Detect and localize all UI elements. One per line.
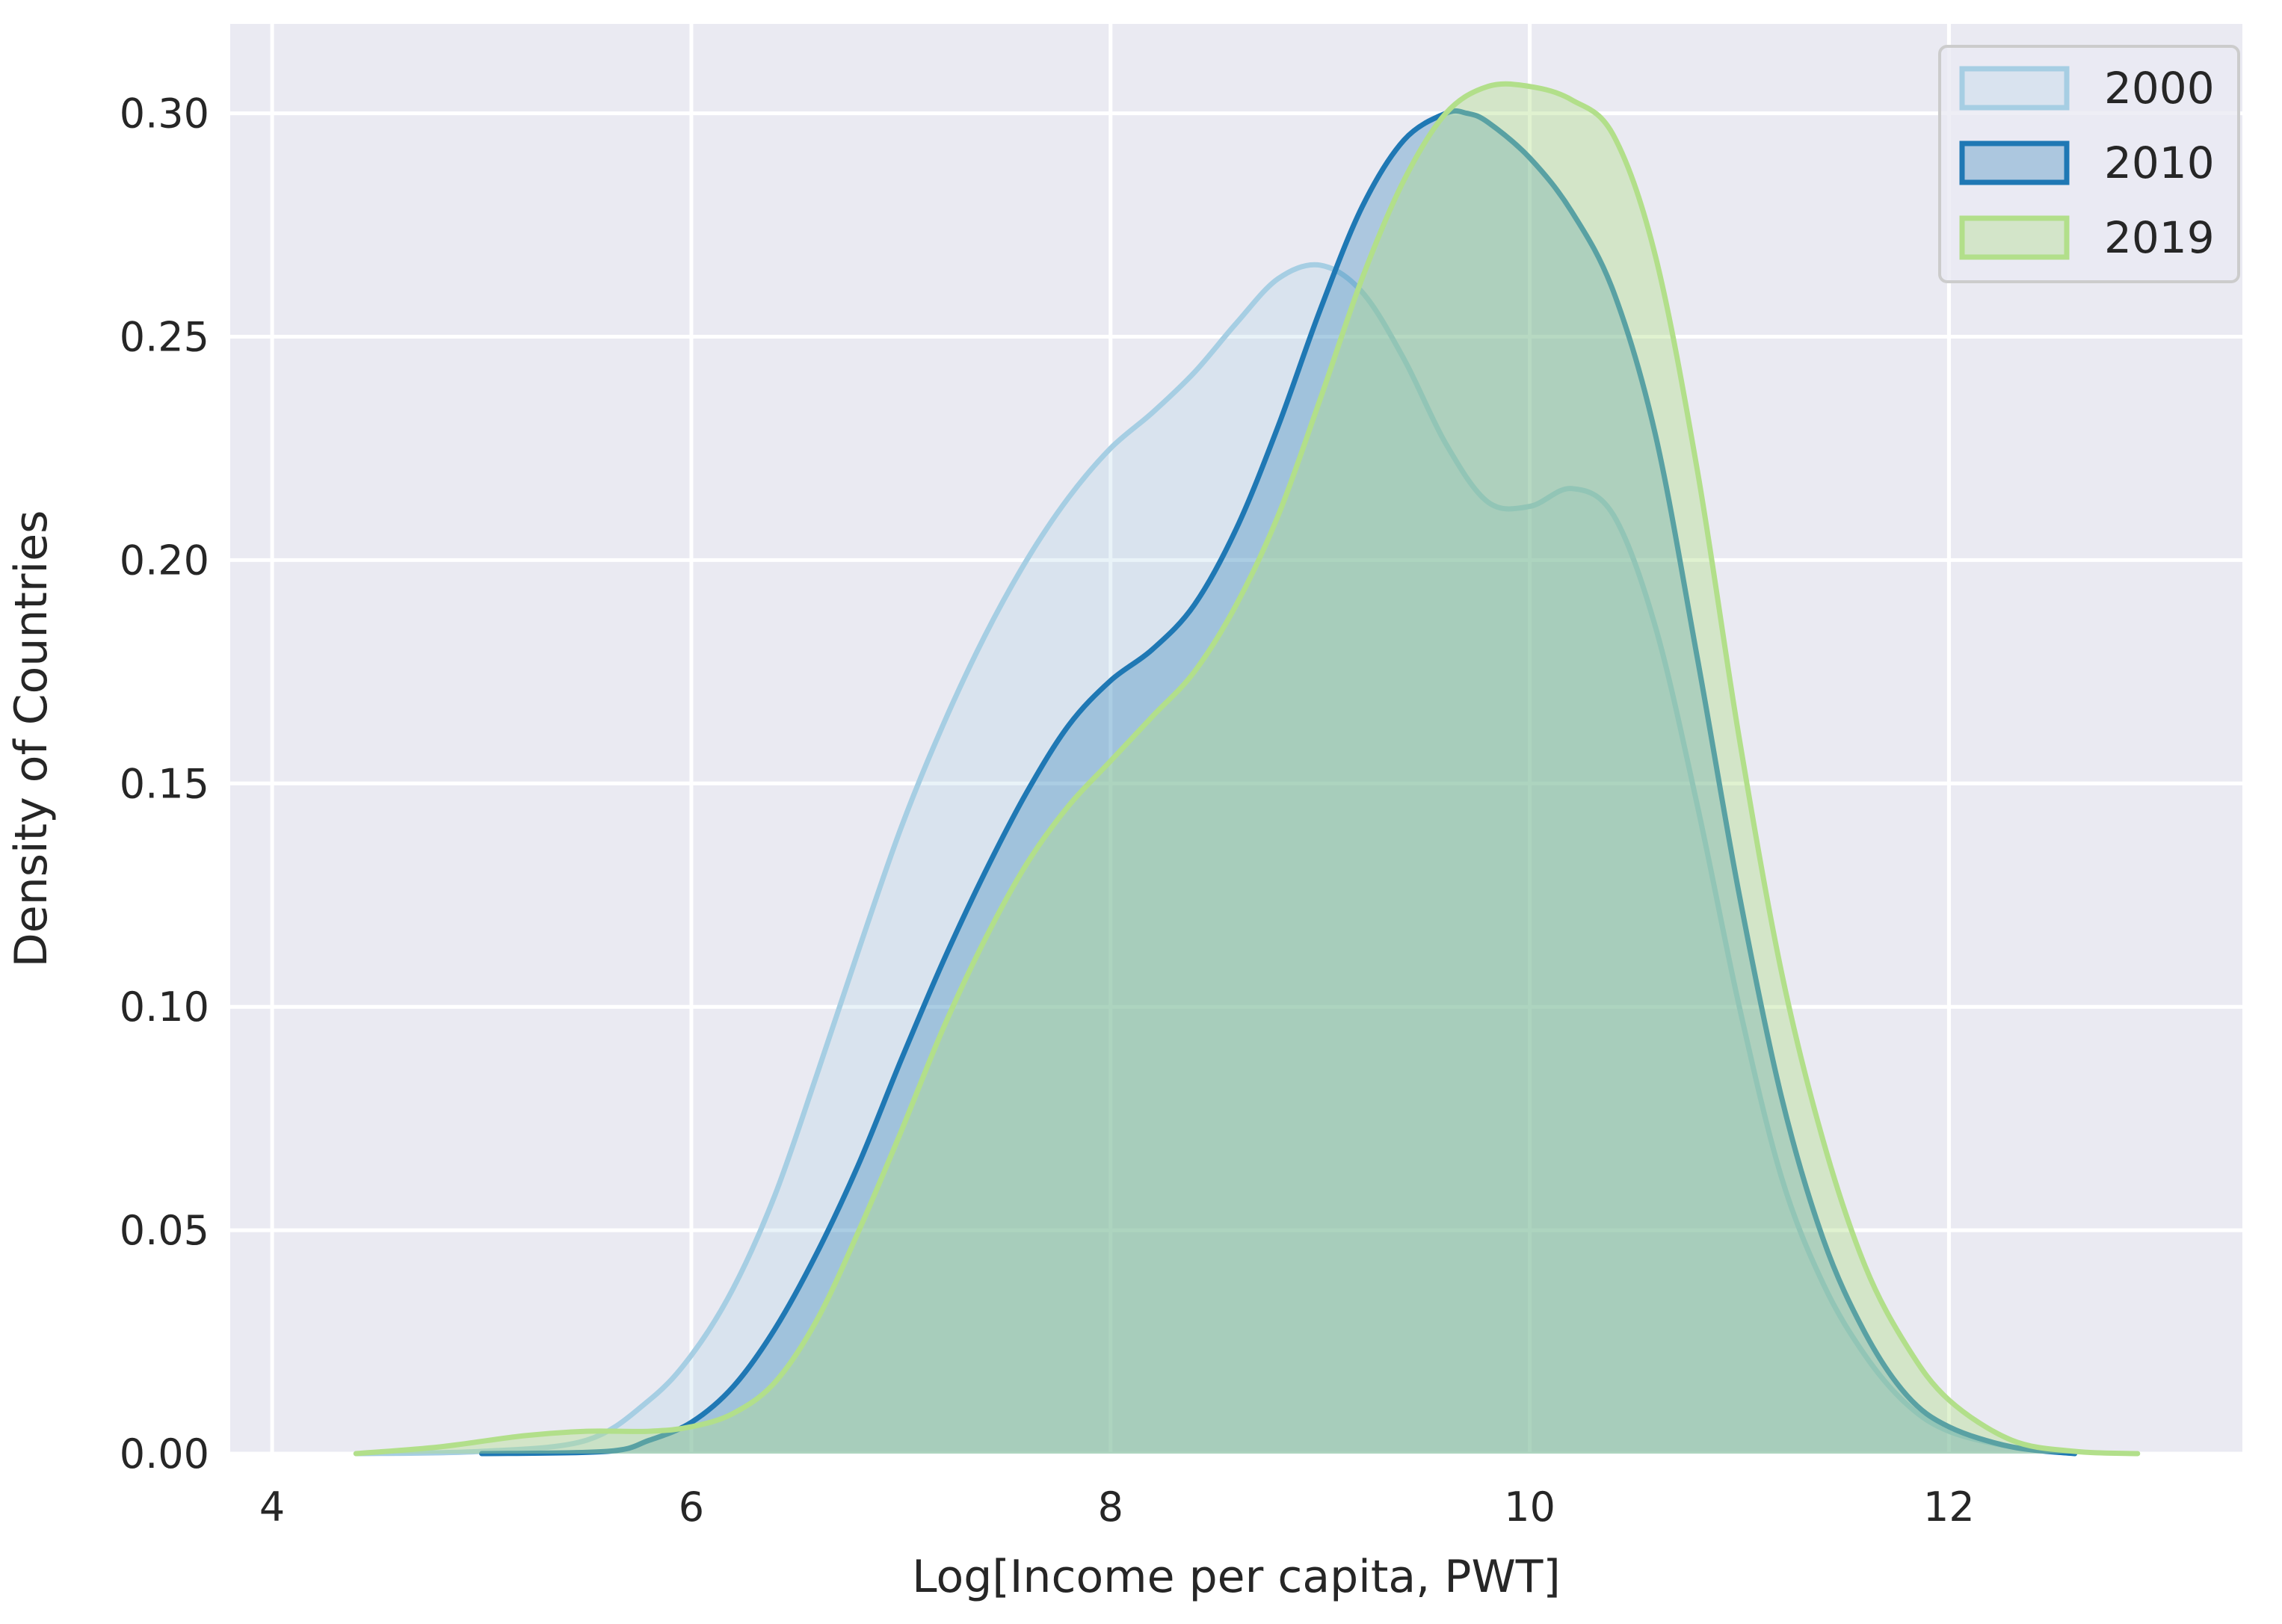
- legend-swatch-2010: [1959, 141, 2070, 185]
- y-tick-label: 0.05: [120, 1207, 209, 1254]
- series-line-2019: [353, 81, 2141, 1457]
- series-line-2000: [353, 262, 2078, 1457]
- y-axis-label: Density of Countries: [5, 510, 58, 968]
- grid-lines: [230, 24, 2242, 1456]
- legend-swatch-2019: [1959, 215, 2070, 260]
- y-tick-label: 0.25: [120, 313, 209, 360]
- series-area-2019: [356, 84, 2138, 1454]
- x-axis-label: Log[Income per capita, PWT]: [912, 1551, 1561, 1603]
- y-tick-label: 0.30: [120, 90, 209, 138]
- legend-label-2010: 2010: [2104, 138, 2215, 188]
- legend: 2000 2010 2019: [1938, 45, 2240, 283]
- y-tick-label: 0.20: [120, 537, 209, 584]
- x-tick-label: 10: [1504, 1483, 1555, 1531]
- legend-label-2000: 2000: [2104, 63, 2215, 114]
- series-line-2010: [479, 108, 2078, 1457]
- x-axis-ticks: 4 6 8 10 12: [259, 1483, 1975, 1531]
- legend-swatch-2000: [1959, 66, 2070, 111]
- series-area-2000: [356, 265, 2075, 1454]
- legend-label-2019: 2019: [2104, 212, 2215, 263]
- y-tick-label: 0.10: [120, 984, 209, 1031]
- y-tick-label: 0.00: [120, 1430, 209, 1478]
- x-tick-label: 6: [679, 1483, 704, 1531]
- y-tick-label: 0.15: [120, 760, 209, 807]
- plot-background: [230, 24, 2242, 1454]
- x-tick-label: 12: [1923, 1483, 1975, 1531]
- x-tick-label: 8: [1098, 1483, 1123, 1531]
- density-series: [353, 81, 2141, 1457]
- x-tick-label: 4: [259, 1483, 285, 1531]
- y-axis-ticks: 0.00 0.05 0.10 0.15 0.20 0.25 0.30: [120, 90, 209, 1478]
